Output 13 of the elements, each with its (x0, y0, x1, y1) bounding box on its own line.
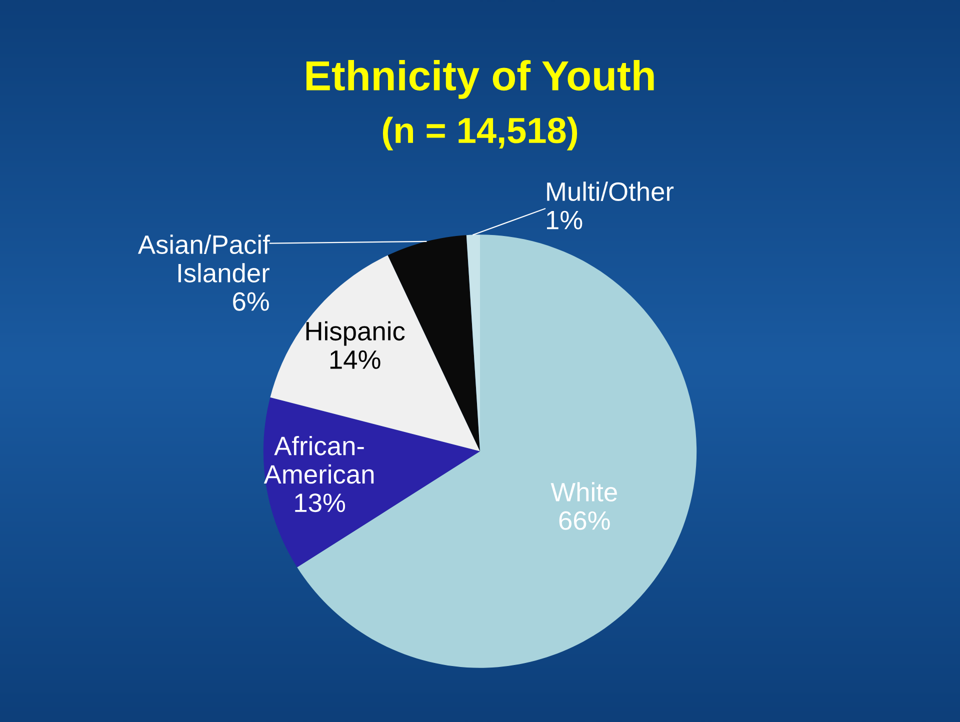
slice-label: Asian/Pacif Islander (138, 234, 270, 282)
chart-title: Ethnicity of Youth (306, 60, 654, 99)
data-label: 66% (559, 511, 610, 530)
data-label: 13% (295, 493, 346, 512)
slice-label: Multi/Other (547, 182, 674, 202)
pie-slice (263, 397, 480, 568)
slice-label: Hispanic (306, 321, 405, 346)
slice-label: White (550, 482, 617, 502)
chart-subtitle: (n = 14,518) (382, 116, 578, 150)
slice-label: African- American (264, 436, 374, 484)
data-label: 1% (546, 210, 582, 230)
data-label: 14% (330, 350, 380, 369)
data-label: 6% (233, 292, 269, 311)
